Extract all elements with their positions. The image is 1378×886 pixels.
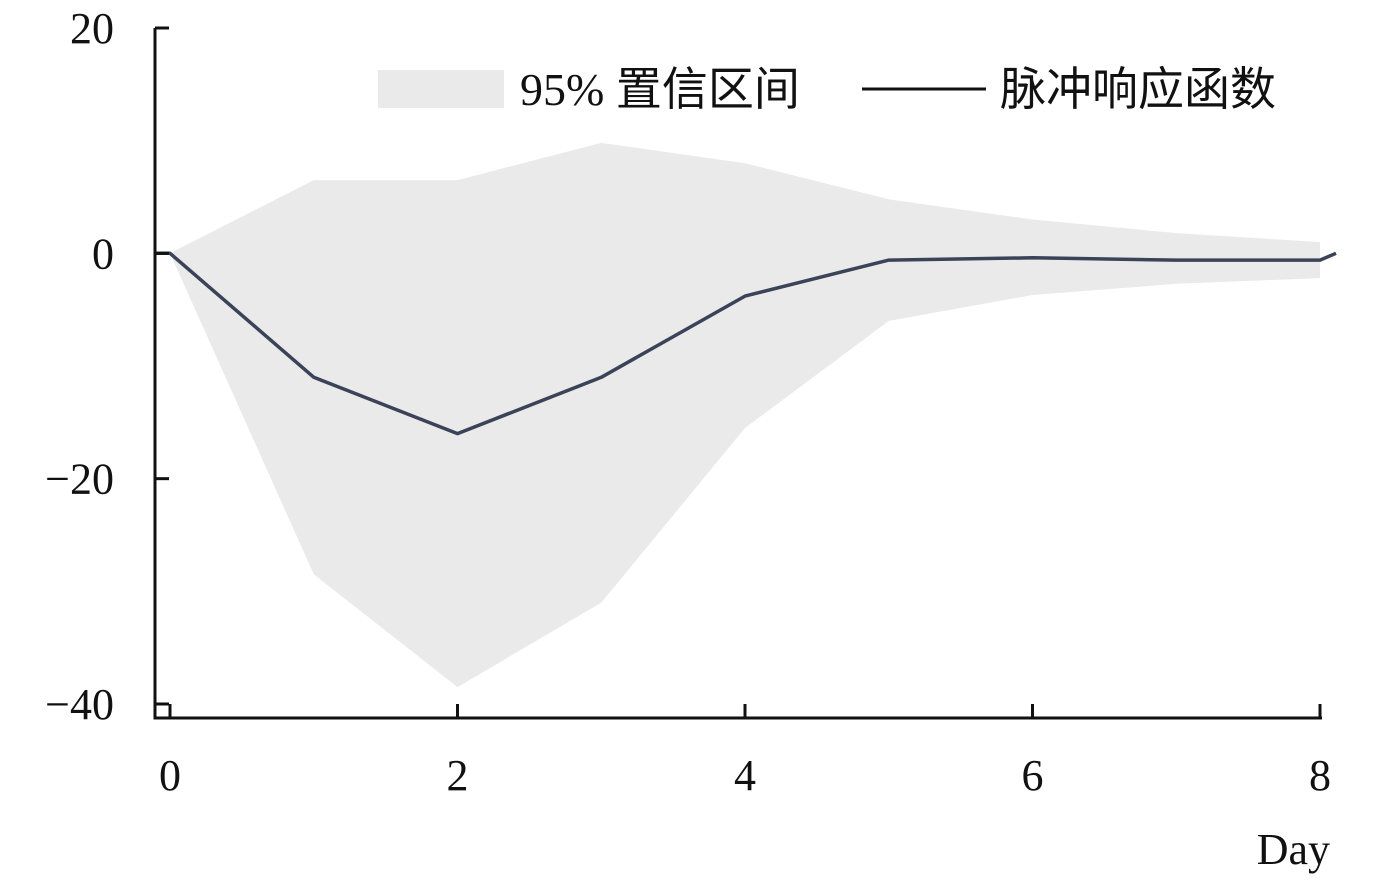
y-tick-label: 0 bbox=[92, 229, 114, 278]
x-axis-label: Day bbox=[1257, 825, 1330, 874]
x-axis-ticks: 0 2 4 6 8 bbox=[159, 704, 1331, 800]
legend-band-label: 95% 置信区间 bbox=[520, 64, 800, 115]
y-tick-label: −20 bbox=[45, 455, 114, 504]
legend-line-label: 脉冲响应函数 bbox=[1000, 64, 1276, 115]
x-tick-label: 2 bbox=[447, 751, 469, 800]
confidence-band-area bbox=[170, 142, 1320, 688]
legend: 95% 置信区间 脉冲响应函数 bbox=[378, 64, 1276, 115]
x-tick-label: 6 bbox=[1022, 751, 1044, 800]
impulse-response-line bbox=[155, 251, 1337, 436]
x-tick-label: 8 bbox=[1309, 751, 1331, 800]
x-tick-label: 0 bbox=[159, 751, 181, 800]
y-tick-label: 20 bbox=[70, 4, 114, 53]
y-tick-label: −40 bbox=[45, 680, 114, 729]
y-axis-ticks: 20 0 −20 −40 bbox=[45, 4, 169, 729]
x-tick-label: 4 bbox=[734, 751, 756, 800]
legend-band-swatch bbox=[378, 70, 504, 108]
